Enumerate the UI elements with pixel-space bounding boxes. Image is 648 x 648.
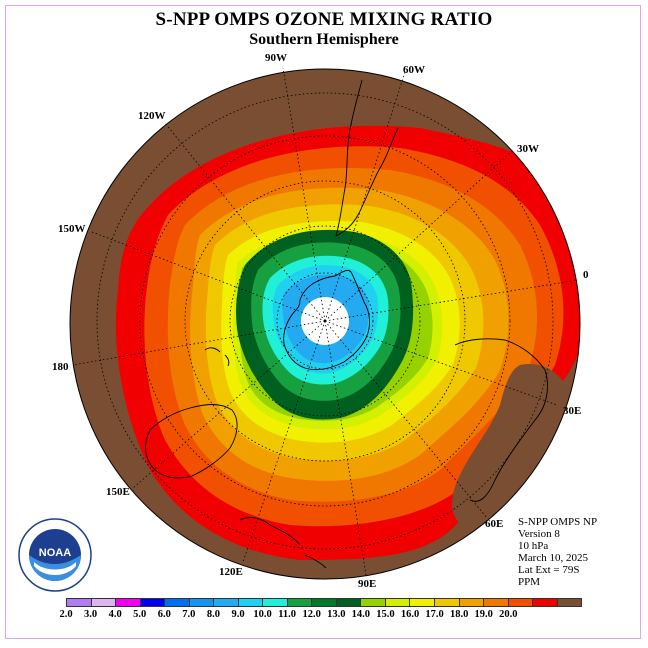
- figure-frame: [5, 5, 641, 639]
- graticule: [72, 67, 579, 576]
- lon-label-120e: 120E: [219, 566, 243, 578]
- colorbar-swatch: [385, 599, 411, 606]
- meridian-180: [72, 320, 326, 366]
- colorbar-swatch: [165, 599, 190, 606]
- colorbar-swatch: [557, 599, 582, 606]
- colorbar-tick-label: 11.0: [278, 609, 297, 620]
- south-pole-marker: [323, 319, 327, 323]
- noaa-logo-text: NOAA: [39, 547, 71, 559]
- colorbar-swatch: [116, 599, 141, 606]
- colorbar-swatch: [91, 599, 117, 606]
- coast-africa: [454, 338, 548, 502]
- colorbar-tick-label: 10.0: [253, 609, 272, 620]
- noaa-logo: NOAA: [18, 518, 92, 592]
- colorbar-swatch: [434, 599, 460, 606]
- colorbar-swatch: [410, 599, 435, 606]
- lon-label-90e: 90E: [358, 578, 377, 590]
- map-subtitle: Southern Hemisphere: [249, 31, 399, 48]
- colorbar-tick-label: 2.0: [59, 609, 73, 620]
- lon-label-60e: 60E: [485, 518, 504, 530]
- meridian-90w: [282, 67, 326, 322]
- meridian-120e: [242, 320, 326, 563]
- meridian-60e: [324, 320, 488, 519]
- colorbar-swatch: [140, 599, 166, 606]
- colorbar-tick-label: 7.0: [182, 609, 196, 620]
- map-boundary: [69, 68, 581, 580]
- colorbar-swatch: [214, 599, 239, 606]
- colorbar-swatch: [287, 599, 313, 606]
- meridian-120w: [164, 122, 326, 322]
- colorbar-tick-label: 6.0: [157, 609, 171, 620]
- colorbar-swatch: [459, 599, 485, 606]
- latitude-circle: [276, 272, 374, 370]
- colorbar-tick-label: 14.0: [351, 609, 371, 620]
- lon-label-180: 180: [52, 361, 69, 373]
- colorbar-swatch: [484, 599, 509, 606]
- coastlines: [144, 79, 548, 569]
- colorbar-swatch: [533, 599, 558, 606]
- meridian-0: [324, 279, 579, 322]
- map-title: S-NPP OMPS OZONE MIXING RATIO: [155, 9, 493, 30]
- colorbar-swatch: [238, 599, 264, 606]
- colorbar-tick-label: 3.0: [84, 609, 98, 620]
- latitude-circle: [139, 135, 511, 507]
- colorbar-swatch: [67, 599, 92, 606]
- latitude-circle: [229, 225, 421, 417]
- latitude-circle: [184, 180, 466, 462]
- lon-label-30w: 30W: [517, 143, 539, 155]
- colorbar-tick-label: 17.0: [425, 609, 444, 620]
- colorbar-tick-label: 12.0: [302, 609, 321, 620]
- colorbar-swatch: [312, 599, 337, 606]
- lon-label-90w: 90W: [265, 52, 287, 64]
- colorbar-tick-label: 19.0: [474, 609, 493, 620]
- lon-label-60w: 60W: [403, 64, 425, 76]
- colorbar-tick-label: 15.0: [376, 609, 395, 620]
- colorbar-tick-label: 5.0: [133, 609, 147, 620]
- coast-south-america: [335, 79, 399, 237]
- info-date: March 10, 2025: [518, 552, 588, 564]
- info-level: 10 hPa: [518, 540, 549, 552]
- latitude-circle: [96, 92, 554, 550]
- lon-label-120w: 120W: [138, 110, 166, 122]
- meridian-150w: [91, 231, 326, 322]
- lon-label-30e: 30E: [563, 405, 582, 417]
- colorbar-tick-label: 16.0: [400, 609, 420, 620]
- colorbar-tick-label: 13.0: [327, 609, 346, 620]
- info-version: Version 8: [518, 528, 560, 540]
- colorbar-swatch: [189, 599, 215, 606]
- meridian-150e: [132, 320, 326, 489]
- lon-label-150w: 150W: [58, 223, 86, 235]
- coast-indonesia: [239, 517, 327, 569]
- info-block: S-NPP OMPS NP Version 8 10 hPa March 10,…: [518, 516, 597, 588]
- coast-antarctica: [283, 269, 371, 371]
- colorbar-swatch: [508, 599, 534, 606]
- meridian-30e: [324, 320, 558, 406]
- lon-label-150e: 150E: [106, 486, 130, 498]
- info-lat-ext: Lat Ext = 79S: [518, 564, 580, 576]
- coast-new-zealand: [204, 347, 230, 367]
- colorbar-swatch: [336, 599, 362, 606]
- info-units: PPM: [518, 576, 541, 588]
- info-instrument: S-NPP OMPS NP: [518, 516, 598, 528]
- colorbar-tick-label: 8.0: [206, 609, 220, 620]
- colorbar-swatch: [361, 599, 386, 606]
- colorbar-tick-label: 20.0: [499, 609, 518, 620]
- colorbar-tick-label: 9.0: [231, 609, 245, 620]
- colorbar-tick-label: 18.0: [449, 609, 469, 620]
- colorbar-ticks: 2.0 3.0 4.0 5.0 6.0 7.0 8.0 9.0 10.0 11.0 12.0 13.0…: [0, 609, 648, 623]
- colorbar: [66, 598, 582, 607]
- lon-label-0: 0: [583, 269, 589, 281]
- coast-australia: [144, 404, 238, 479]
- colorbar-swatch: [263, 599, 288, 606]
- meridian-90e: [324, 320, 367, 576]
- colorbar-tick-label: 4.0: [108, 609, 122, 620]
